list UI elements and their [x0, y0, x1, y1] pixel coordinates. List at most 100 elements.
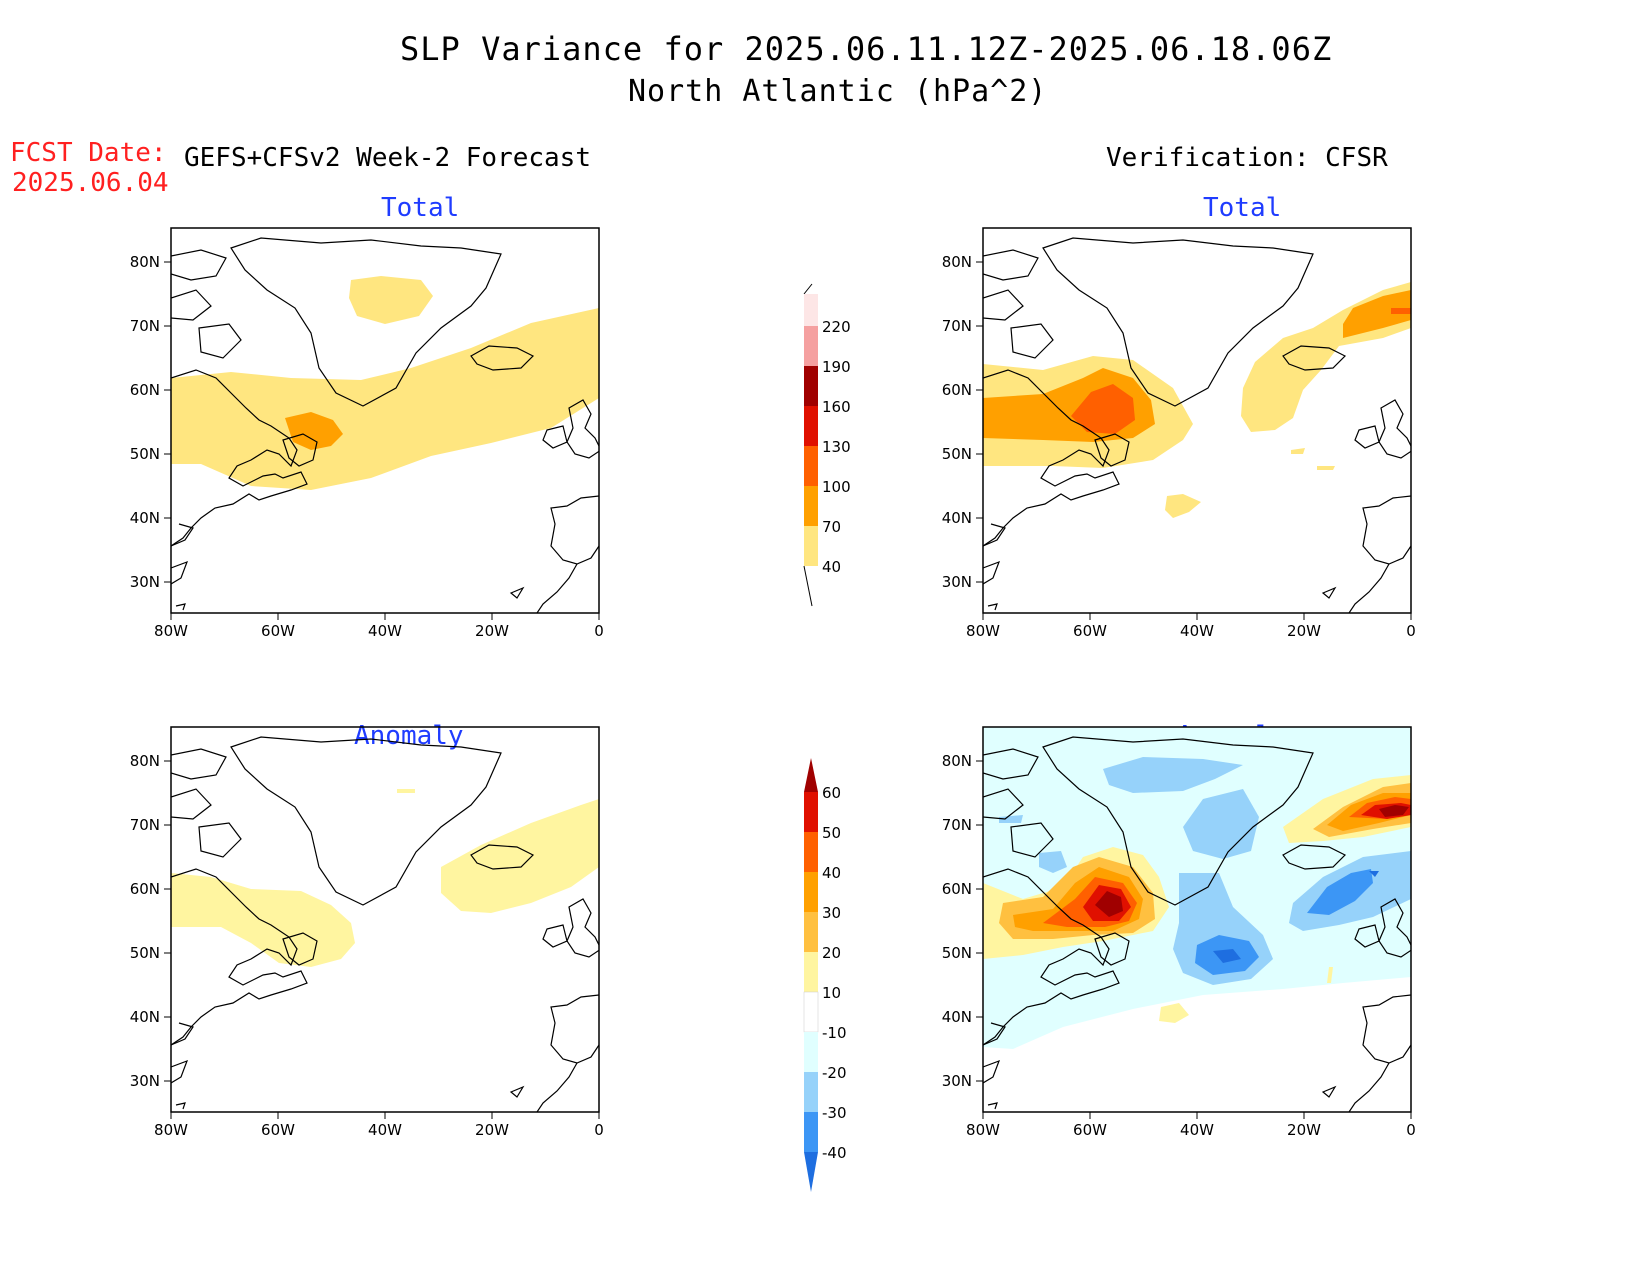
main-title: SLP Variance for 2025.06.11.12Z-2025.06.… [400, 30, 1333, 68]
variance-contour-100 [1071, 384, 1135, 434]
lat-tick-label: 30N [942, 573, 972, 591]
colorbar-level-label: 160 [822, 398, 851, 416]
lat-tick-label: 50N [942, 944, 972, 962]
colorbar-box [804, 446, 818, 486]
forecast-total-lat-labels: 80N 70N 60N 50N 40N 30N [130, 253, 160, 591]
anomaly-contour-10 [397, 789, 415, 793]
lon-tick-label: 80W [154, 1121, 188, 1139]
forecast-anomaly-lon-labels: 80W 60W 40W 20W 0 [154, 1121, 604, 1139]
colorbar-box [804, 406, 818, 446]
lat-tick-label: 40N [942, 509, 972, 527]
colorbar-box [804, 1072, 818, 1112]
anomaly-contour--20 [1039, 851, 1067, 873]
verification-anomaly-lon-labels: 80W 60W 40W 20W 0 [966, 1121, 1416, 1139]
main-subtitle: North Atlantic (hPa^2) [628, 74, 1048, 109]
lon-tick-label: 40W [1180, 1121, 1214, 1139]
colorbar-bottom-arrow [804, 1152, 818, 1192]
lon-tick-label: 20W [1287, 622, 1321, 640]
lat-tick-label: 70N [942, 317, 972, 335]
lat-tick-label: 50N [130, 944, 160, 962]
colorbar-box [804, 872, 818, 912]
colorbar-box [804, 832, 818, 872]
lat-tick-label: 70N [942, 816, 972, 834]
lat-tick-label: 80N [130, 752, 160, 770]
colorbar-level-label: -20 [822, 1064, 847, 1082]
colorbar-box [804, 526, 818, 566]
lon-tick-label: 40W [368, 1121, 402, 1139]
colorbar-level-label: 70 [822, 518, 841, 536]
lon-tick-label: 60W [261, 622, 295, 640]
colorbar-top-arrow [804, 758, 818, 792]
verification-total-title: Total [1203, 193, 1282, 223]
lon-tick-label: 20W [475, 622, 509, 640]
colorbar-box [804, 1112, 818, 1152]
colorbar-level-label: 190 [822, 358, 851, 376]
lat-tick-label: 30N [942, 1072, 972, 1090]
lat-tick-label: 70N [130, 317, 160, 335]
lat-tick-label: 40N [130, 509, 160, 527]
variance-contour-40 [1165, 494, 1201, 518]
forecast-anomaly-lat-labels: 80N 70N 60N 50N 40N 30N [130, 752, 160, 1090]
forecast-total-title: Total [381, 193, 460, 223]
lon-tick-label: 80W [966, 1121, 1000, 1139]
colorbar-level-label: 30 [822, 904, 841, 922]
anomaly-contour--20 [1103, 757, 1243, 793]
variance-contour-40 [1291, 448, 1335, 470]
anomaly-contour-10 [171, 873, 355, 967]
anomaly-contour--20 [1183, 789, 1259, 859]
lat-tick-label: 40N [942, 1008, 972, 1026]
lon-tick-label: 80W [154, 622, 188, 640]
forecast-total-lon-labels: 80W 60W 40W 20W 0 [154, 622, 604, 640]
lat-tick-label: 80N [130, 253, 160, 271]
colorbar-level-label: 40 [822, 558, 841, 576]
lon-tick-label: 20W [475, 1121, 509, 1139]
colorbar-level-label: -40 [822, 1144, 847, 1162]
colorbar-level-label: 10 [822, 984, 841, 1002]
colorbar-level-label: 220 [822, 318, 851, 336]
lat-tick-label: 60N [130, 381, 160, 399]
lat-tick-label: 60N [942, 880, 972, 898]
lon-tick-label: 40W [368, 622, 402, 640]
anomaly-contour-60 [1095, 891, 1123, 917]
colorbar-level-label: 60 [822, 784, 841, 802]
lon-tick-label: 0 [1406, 622, 1416, 640]
forecast-anomaly-map [163, 726, 600, 1120]
colorbar-top-tip [803, 283, 813, 295]
lon-tick-label: 20W [1287, 1121, 1321, 1139]
verification-anomaly-map [975, 726, 1412, 1120]
verification-total-lat-labels: 80N 70N 60N 50N 40N 30N [942, 253, 972, 591]
colorbar-box [804, 912, 818, 952]
variance-contour-100 [1391, 308, 1411, 314]
anomaly-contour--40 [1213, 949, 1241, 963]
anomaly-contour-10 [441, 799, 599, 913]
fcst-label: FCST Date: [10, 138, 167, 168]
colorbar-level-label: 20 [822, 944, 841, 962]
colorbar-level-label: -30 [822, 1104, 847, 1122]
colorbar-level-label: 50 [822, 824, 841, 842]
colorbar-box [804, 294, 818, 326]
lon-tick-label: 0 [594, 622, 604, 640]
verification-total-map [975, 227, 1412, 621]
colorbar-box [804, 366, 818, 406]
lon-tick-label: 0 [1406, 1121, 1416, 1139]
anomaly-contour--40 [1369, 871, 1379, 877]
lon-tick-label: 60W [1073, 622, 1107, 640]
verification-anomaly-lat-labels: 80N 70N 60N 50N 40N 30N [942, 752, 972, 1090]
colorbar-level-label: -10 [822, 1024, 847, 1042]
variance-contour-40 [171, 308, 599, 490]
colorbar-bottom-tip [803, 565, 813, 607]
lat-tick-label: 50N [942, 445, 972, 463]
lat-tick-label: 30N [130, 573, 160, 591]
total-colorbar: 40 70 100 130 160 190 220 [803, 283, 851, 607]
colorbar-level-label: 100 [822, 478, 851, 496]
anomaly-contour--20 [999, 815, 1023, 823]
right-column-title: Verification: CFSR [1106, 143, 1388, 173]
colorbar-box [804, 486, 818, 526]
fcst-date: 2025.06.04 [12, 168, 169, 198]
colorbar-level-label: 40 [822, 864, 841, 882]
colorbar-box [804, 792, 818, 832]
variance-contour-40 [349, 276, 433, 324]
lat-tick-label: 50N [130, 445, 160, 463]
colorbar-box [803, 991, 819, 1033]
lat-tick-label: 40N [130, 1008, 160, 1026]
